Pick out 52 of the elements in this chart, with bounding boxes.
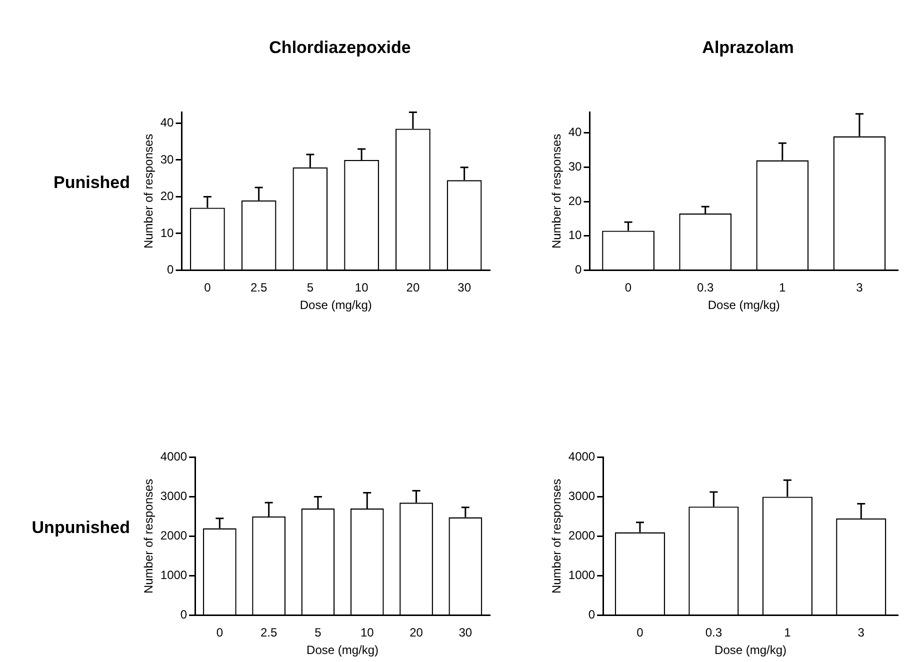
x-tick-label: 1 <box>784 626 792 640</box>
y-tick-label: 0 <box>575 262 582 277</box>
x-axis-title: Dose (mg/kg) <box>306 643 379 658</box>
x-tick-label: 30 <box>458 280 472 295</box>
y-tick-label: 2000 <box>568 528 596 543</box>
y-tick-label: 3000 <box>568 489 596 504</box>
y-tick-label: 0 <box>588 608 596 622</box>
x-axis-title: Dose (mg/kg) <box>708 298 780 312</box>
text: Punished <box>52 173 130 193</box>
x-tick-label: 1 <box>779 280 786 295</box>
x-tick-label: 10 <box>360 626 374 640</box>
y-tick-label: 2000 <box>160 528 188 543</box>
text: Unpunished <box>30 518 130 538</box>
x-tick-label: 0 <box>216 626 224 640</box>
y-tick-label: 40 <box>160 116 174 130</box>
x-tick-label: 20 <box>406 280 420 295</box>
x-tick-label: 0 <box>624 280 632 295</box>
x-tick-label: 3 <box>858 626 865 640</box>
x-tick-label: 0.3 <box>705 626 722 640</box>
x-tick-label: 2.5 <box>250 280 268 295</box>
chart-title: Chlordiazepoxide <box>268 38 412 58</box>
y-tick-label: 10 <box>160 226 174 240</box>
x-tick-label: 5 <box>314 626 322 640</box>
y-tick-label: 40 <box>568 125 582 140</box>
y-tick-label: 1000 <box>568 568 596 582</box>
x-tick-label: 5 <box>306 280 314 295</box>
y-tick-label: 4000 <box>568 450 596 464</box>
y-tick-label: 30 <box>568 159 582 174</box>
y-tick-label: 30 <box>160 152 174 166</box>
y-tick-label: 3000 <box>160 489 188 504</box>
x-tick-label: 30 <box>458 626 472 640</box>
x-tick-label: 0.3 <box>697 280 714 295</box>
x-tick-label: 20 <box>410 626 424 640</box>
x-axis-title: Dose (mg/kg) <box>300 298 372 312</box>
y-axis-title: Number of responses <box>550 478 564 594</box>
y-tick-label: 20 <box>568 194 582 208</box>
y-axis-title: Number of responses <box>142 478 156 594</box>
y-tick-label: 1000 <box>160 568 188 582</box>
x-tick-label: 10 <box>354 280 369 295</box>
chart-title: Alprazolam <box>701 38 795 58</box>
y-axis-title: Number of responses <box>142 134 156 249</box>
y-tick-label: 0 <box>167 262 174 277</box>
x-tick-label: 2.5 <box>260 626 278 640</box>
x-tick-label: 0 <box>204 280 212 295</box>
y-tick-label: 20 <box>160 189 174 204</box>
x-axis-title: Dose (mg/kg) <box>714 643 787 658</box>
x-tick-label: 0 <box>636 626 644 640</box>
x-tick-label: 3 <box>856 280 864 295</box>
y-axis-title: Number of responses <box>550 134 564 249</box>
y-tick-label: 10 <box>568 228 582 242</box>
y-tick-label: 4000 <box>160 450 188 464</box>
y-tick-label: 0 <box>180 608 188 622</box>
